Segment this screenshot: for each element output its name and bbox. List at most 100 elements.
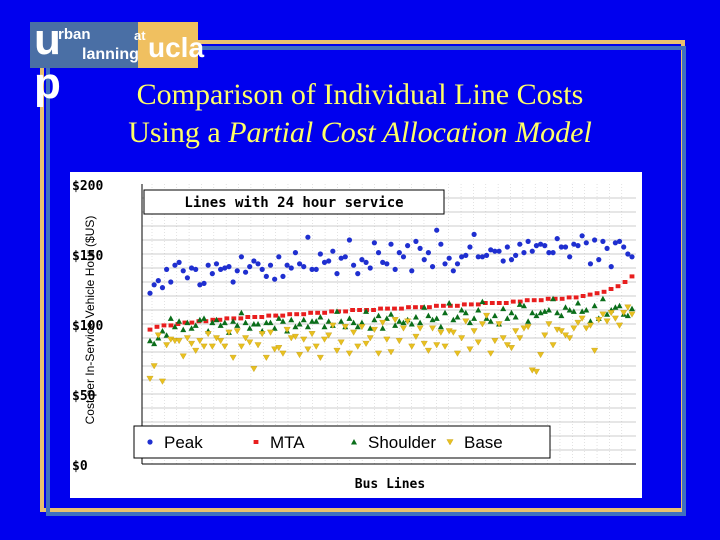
base-point [474,339,482,346]
chart-title-box [143,189,445,215]
y-tick-label: $50 [72,389,96,404]
shoulder-point [446,300,453,306]
base-point [316,354,324,361]
base-point [462,318,470,325]
series-peak [147,227,635,296]
base-point [541,332,549,339]
base-point [499,335,507,342]
mta-point [238,316,244,321]
base-point [603,318,611,325]
base-point [183,335,191,342]
y-tick-label: $150 [72,249,103,264]
shoulder-point [629,305,635,312]
mta-point [434,303,439,308]
base-point [225,329,233,336]
y-tick-label: $0 [72,459,88,474]
mta-point [252,315,258,319]
peak-point [313,266,319,272]
shoulder-point [346,315,353,321]
peak-point [438,241,444,247]
base-point [391,317,399,324]
peak-point [400,254,407,260]
shoulder-point [246,325,253,331]
logo-word-ucla: ucla [148,32,205,63]
peak-point [542,243,548,249]
shoulder-point [383,315,390,321]
shoulder-point [379,325,386,331]
peak-point [384,261,390,267]
base-point [582,325,590,332]
mta-point [594,291,600,296]
chart-title: Lines with 24 hour service [184,195,403,211]
mta-point [413,305,418,310]
legend-label-shoulder: Shoulder [368,433,436,452]
base-point [258,331,266,338]
shoulder-point [201,315,208,321]
shoulder-point [541,308,548,314]
legend-marker-shoulder [351,439,357,445]
base-point [524,324,532,331]
peak-point [413,238,419,244]
shoulder-point [196,316,203,323]
slide-title-line1: Comparison of Individual Line Costs [136,78,584,111]
peak-point [562,244,569,250]
shoulder-point [562,304,569,310]
shoulder-point [176,318,183,324]
peak-point [168,279,174,285]
peak-point [421,257,427,263]
peak-point [197,282,203,288]
peak-point [380,259,386,265]
base-point [487,350,495,357]
peak-point [529,248,535,254]
shoulder-point [583,307,590,313]
peak-point [604,245,610,251]
legend-marker-peak [147,439,153,445]
shoulder-point [371,316,378,323]
mta-point [440,303,446,308]
shoulder-point [421,304,428,310]
shoulder-point [367,325,374,331]
peak-point [625,251,631,257]
peak-point [242,269,249,275]
base-point [408,343,416,350]
shoulder-point [321,323,328,330]
peak-point [479,254,486,260]
logo-word-lanning: lanning [82,46,139,63]
chart-gridlines [142,184,636,464]
peak-point [205,262,211,268]
mta-point [329,309,335,314]
base-point [287,335,295,342]
peak-point [525,238,531,244]
peak-point [334,271,340,277]
peak-point [355,271,361,277]
shoulder-point [192,322,199,328]
peak-point [429,264,436,270]
mta-point [524,298,530,303]
base-point [321,336,328,343]
shoulder-point [159,328,166,334]
shoulder-point [234,322,241,328]
base-point [250,366,258,373]
peak-point [367,265,373,271]
base-point [233,328,241,335]
shoulder-point [279,318,286,324]
base-point [595,317,603,324]
legend-marker-mta [253,440,259,444]
base-point [237,343,245,350]
mta-point [245,315,251,319]
peak-point [321,259,328,265]
shoulder-point [425,312,432,319]
base-point [208,343,216,350]
shoulder-point [437,323,444,330]
peak-point [409,268,415,274]
peak-point [247,264,253,270]
shoulder-point [591,302,598,309]
base-point [354,343,362,350]
base-point [175,338,183,345]
base-point [591,347,599,354]
logo-blue-block [30,22,138,68]
base-point [370,326,378,333]
base-point [312,343,320,350]
shoulder-point [375,312,382,319]
shoulder-point [271,325,278,331]
